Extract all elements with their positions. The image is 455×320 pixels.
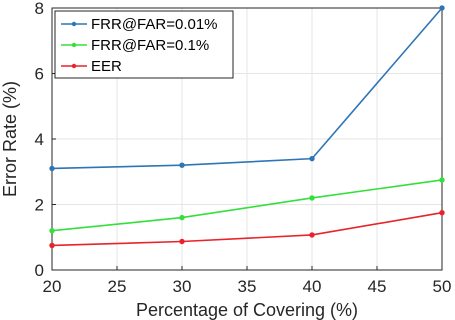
data-point: [309, 232, 315, 238]
x-axis-ticks: 20 25 30 35 40 45 50: [43, 266, 452, 296]
data-point: [179, 214, 185, 221]
x-tick-label: 35: [238, 277, 257, 296]
x-axis-label: Percentage of Covering (%): [136, 300, 358, 320]
x-tick-label: 45: [368, 277, 387, 296]
data-point: [179, 162, 185, 168]
data-point: [439, 5, 445, 11]
data-point: [309, 155, 315, 162]
data-point: [309, 195, 315, 201]
x-tick-label: 30: [173, 277, 192, 296]
legend: FRR@FAR=0.01% FRR@FAR=0.1% EER: [54, 10, 234, 79]
series-line-1: [51, 179, 443, 232]
y-axis-label: Error Rate (%): [0, 81, 20, 197]
y-tick-label: 0: [35, 261, 44, 280]
y-tick-label: 4: [35, 130, 44, 149]
legend-marker: [71, 21, 77, 27]
data-point: [439, 209, 445, 216]
y-tick-label: 2: [35, 196, 44, 215]
data-point: [49, 242, 55, 249]
legend-label: FRR@FAR=0.1%: [91, 37, 209, 54]
series-line-2: [51, 211, 443, 247]
legend-marker: [71, 63, 77, 69]
x-tick-label: 50: [433, 277, 452, 296]
data-point: [179, 238, 185, 245]
data-point: [49, 165, 55, 172]
x-tick-label: 40: [303, 277, 322, 296]
legend-label: FRR@FAR=0.01%: [91, 16, 218, 33]
series-line-0: [51, 7, 443, 170]
data-point: [49, 228, 55, 234]
x-tick-label: 25: [108, 277, 127, 296]
y-tick-label: 6: [35, 65, 44, 84]
y-tick-label: 8: [35, 0, 44, 18]
legend-marker: [71, 42, 77, 48]
x-tick-label: 20: [43, 277, 62, 296]
series-group: [49, 5, 445, 249]
y-axis-ticks: 0 2 4 6 8: [35, 0, 56, 280]
legend-label: EER: [91, 58, 122, 75]
data-point: [439, 177, 445, 183]
